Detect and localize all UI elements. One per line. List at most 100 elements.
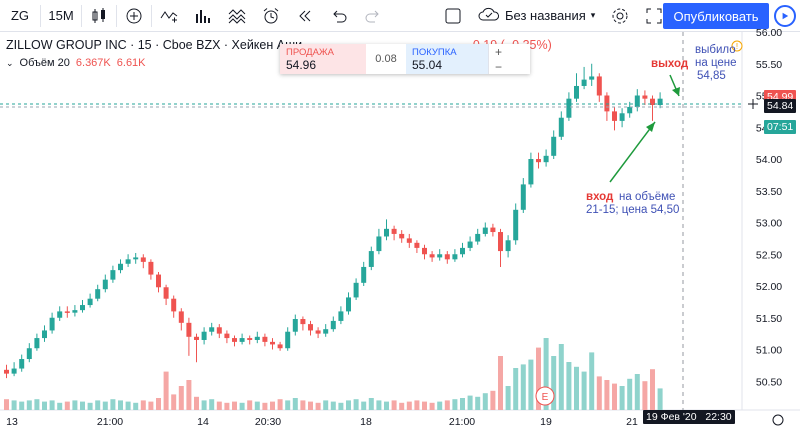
candle-body bbox=[330, 320, 336, 330]
knocked-out-line-1: выбило bbox=[695, 44, 736, 56]
volume-bar bbox=[589, 352, 595, 410]
undo-icon[interactable] bbox=[322, 0, 356, 32]
entry-annotation: вход bbox=[586, 191, 614, 203]
add-compare-icon[interactable] bbox=[117, 0, 151, 32]
fullscreen-icon[interactable] bbox=[637, 0, 671, 32]
candle-body bbox=[285, 331, 291, 349]
volume-bar bbox=[323, 400, 329, 410]
earnings-marker[interactable] bbox=[535, 386, 555, 406]
volume-bar bbox=[110, 399, 116, 410]
settings-gear-icon[interactable] bbox=[603, 0, 637, 32]
layout-name-label: Без названия bbox=[505, 8, 586, 23]
collapse-chevron-icon[interactable]: ⌄ bbox=[6, 57, 14, 68]
volume-bar bbox=[186, 380, 192, 410]
volume-bar bbox=[384, 401, 389, 410]
volume-bar bbox=[216, 401, 222, 410]
increase-button[interactable]: + bbox=[494, 44, 502, 59]
fullscreen-box-icon[interactable] bbox=[436, 0, 470, 32]
volume-bar bbox=[308, 401, 313, 410]
candle-body bbox=[72, 310, 78, 313]
symbol-exchange: Cboe BZX bbox=[162, 38, 221, 52]
candles-icon[interactable] bbox=[82, 0, 116, 32]
candle-body bbox=[422, 247, 427, 255]
symbol-search-button[interactable]: ZG bbox=[10, 8, 30, 23]
volume-bar bbox=[201, 400, 207, 410]
candle-body bbox=[125, 259, 131, 264]
candle-body bbox=[627, 106, 633, 114]
volume-bar bbox=[657, 388, 663, 410]
publish-button[interactable]: Опубликовать bbox=[663, 3, 769, 29]
volume-bar bbox=[26, 400, 32, 410]
volume-bar bbox=[627, 378, 633, 410]
replay-icon[interactable] bbox=[288, 0, 322, 32]
volume-bar bbox=[558, 344, 564, 410]
buy-button[interactable]: ПОКУПКА 55.04 bbox=[406, 44, 488, 74]
volume-bar bbox=[528, 359, 534, 410]
volume-bar bbox=[596, 376, 602, 410]
last-price-tag: 54.84 bbox=[764, 99, 797, 113]
time-tick-label: 21:00 bbox=[449, 416, 475, 428]
redo-icon[interactable] bbox=[356, 0, 390, 32]
candle-body bbox=[87, 298, 93, 306]
decrease-button[interactable]: − bbox=[494, 59, 502, 74]
candle-body bbox=[429, 254, 435, 258]
indicators-icon[interactable] bbox=[152, 0, 186, 32]
candle-body bbox=[186, 322, 192, 337]
interval-button[interactable]: 15M bbox=[48, 8, 74, 23]
chevron-down-icon: ▾ bbox=[590, 10, 596, 20]
financials-icon[interactable] bbox=[186, 0, 220, 32]
axis-settings-icon[interactable] bbox=[772, 414, 784, 426]
candle-body bbox=[49, 317, 55, 331]
layout-name-button[interactable]: Без названия ▾ bbox=[470, 0, 603, 32]
sell-button[interactable]: ПРОДАЖА 54.96 bbox=[280, 44, 366, 74]
price-tick-label: 55.50 bbox=[756, 59, 782, 71]
candle-body bbox=[224, 333, 230, 339]
candle-body bbox=[171, 298, 177, 312]
volume-bar bbox=[270, 401, 275, 410]
candle-body bbox=[551, 136, 557, 156]
volume-bar bbox=[566, 362, 572, 410]
volume-bar bbox=[513, 368, 519, 410]
candle-body bbox=[460, 247, 465, 255]
candle-body bbox=[163, 287, 169, 299]
candle-body bbox=[543, 155, 549, 163]
play-icon[interactable] bbox=[774, 5, 796, 27]
volume-bar bbox=[574, 366, 579, 410]
candle-body bbox=[4, 369, 9, 374]
candle-body bbox=[201, 331, 207, 340]
candle-body bbox=[406, 238, 412, 243]
volume-value: 6.367K bbox=[75, 57, 111, 69]
volume-bar bbox=[11, 400, 17, 410]
volume-bar bbox=[498, 356, 503, 410]
volume-bar bbox=[19, 401, 25, 410]
templates-icon[interactable] bbox=[220, 0, 254, 32]
candle-body bbox=[384, 228, 389, 237]
candle-body bbox=[361, 266, 367, 283]
volume-bar bbox=[194, 396, 199, 410]
volume-bar bbox=[224, 402, 230, 410]
candle-body bbox=[140, 257, 146, 262]
time-axis: 13 21:00 14 20:30 18 21:00 19 21 bbox=[6, 416, 638, 428]
volume-bar bbox=[437, 401, 443, 410]
sell-price: 54.96 bbox=[286, 58, 317, 72]
volume-bar bbox=[406, 401, 412, 410]
volume-bar bbox=[361, 401, 367, 410]
price-axis: 56.0055.5055.0054.5054.0053.5053.0052.50… bbox=[756, 27, 782, 388]
candle-body bbox=[110, 270, 116, 280]
volume-bar bbox=[125, 401, 131, 410]
candle-body bbox=[346, 297, 351, 312]
candle-body bbox=[589, 76, 595, 80]
candles bbox=[4, 63, 663, 379]
volume-bar bbox=[171, 394, 177, 410]
volume-bar bbox=[604, 380, 610, 410]
warning-icon[interactable] bbox=[731, 40, 743, 52]
alarm-icon[interactable] bbox=[254, 0, 288, 32]
volume-ma: 6.61K bbox=[116, 57, 146, 69]
volume-bar bbox=[49, 400, 55, 410]
candle-body bbox=[619, 113, 625, 121]
candle-body bbox=[513, 209, 519, 241]
candle-body bbox=[300, 319, 306, 325]
candle-body bbox=[209, 327, 215, 332]
volume-bar bbox=[315, 402, 321, 410]
